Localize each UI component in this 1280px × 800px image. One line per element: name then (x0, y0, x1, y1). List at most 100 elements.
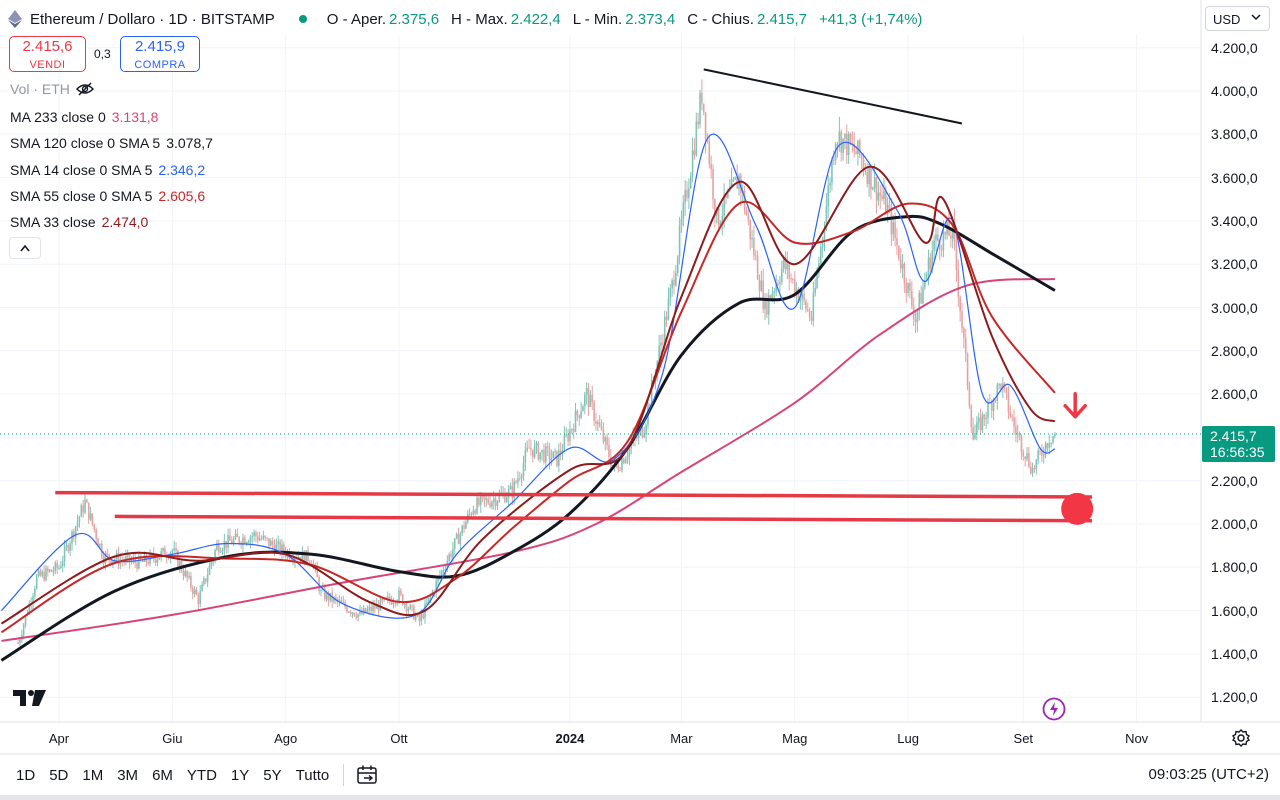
timeframe-button-5y[interactable]: 5Y (263, 766, 282, 784)
candle-body (591, 394, 594, 403)
candle-body (821, 238, 824, 247)
candle-body (556, 450, 558, 466)
calendar-range-icon[interactable] (356, 764, 380, 786)
candle-body (160, 551, 162, 558)
legend-sma-14[interactable]: SMA 14 close 0 SMA 5 2.346,2 (10, 162, 205, 178)
candle-body (348, 611, 350, 613)
bar-countdown: 16:56:35 (1210, 444, 1265, 460)
timeframe-button-1y[interactable]: 1Y (230, 766, 250, 784)
sell-button[interactable]: 2.415,6 VENDI (9, 36, 86, 72)
candle-body (942, 231, 945, 251)
candle-body (184, 570, 187, 576)
eye-off-icon[interactable] (75, 82, 94, 96)
x-tick-label: Mar (670, 731, 693, 746)
legend-sma-120[interactable]: SMA 120 close 0 SMA 5 3.078,7 (10, 135, 213, 151)
market-status-dot[interactable] (298, 15, 307, 23)
legend-sma-33[interactable]: SMA 33 close 2.474,0 (10, 214, 148, 230)
trendline (703, 68, 963, 125)
drawings[interactable] (55, 68, 1094, 525)
timeframe-button-ytd[interactable]: YTD (186, 766, 217, 784)
y-tick-label: 2.200,0 (1211, 472, 1258, 489)
candle-body (476, 497, 478, 514)
candle-body (911, 290, 913, 307)
candle-body (1007, 393, 1010, 413)
candle-body (918, 292, 921, 312)
symbol-title[interactable]: Ethereum / Dollaro · 1D · BITSTAMP (30, 10, 275, 28)
candle-body (353, 612, 356, 616)
candle-body (253, 532, 255, 536)
candle-body (660, 342, 662, 346)
candle-body (727, 190, 729, 198)
ma-line-sma-55 (0, 200, 1056, 634)
x-tick-label: Lug (897, 731, 919, 746)
timeframe-button-1m[interactable]: 1M (82, 766, 104, 784)
candle-body (316, 566, 319, 578)
candle-body (1041, 451, 1043, 456)
candle-body (297, 556, 300, 559)
candle-body (743, 190, 746, 211)
candle-body (190, 575, 192, 588)
candle-body (268, 538, 270, 547)
currency-selector[interactable]: USD (1205, 6, 1270, 31)
tradingview-logo-icon[interactable] (13, 688, 47, 708)
candle-body (39, 570, 42, 576)
volume-legend[interactable]: Vol · ETH (10, 81, 94, 97)
timeframe-button-5d[interactable]: 5D (49, 766, 69, 784)
candle-body (853, 143, 856, 152)
clock[interactable]: 09:03:25 (UTC+2) (1148, 766, 1269, 783)
legend-ma-233[interactable]: MA 233 close 0 3.131,8 (10, 109, 158, 125)
candle-body (511, 486, 514, 499)
candle-body (673, 280, 675, 286)
candle-body (1005, 387, 1008, 394)
timeframe-button-6m[interactable]: 6M (152, 766, 173, 784)
candle-body (468, 513, 471, 515)
candle-body (138, 555, 140, 569)
candle-body (938, 240, 941, 250)
candle-body (219, 551, 222, 553)
buy-button[interactable]: 2.415,9 COMPRA (120, 36, 200, 72)
candle-body (531, 449, 534, 458)
candle-body (56, 562, 58, 569)
timeframe-button-1d[interactable]: 1D (16, 766, 36, 784)
legend-name: SMA 55 close 0 SMA 5 (10, 188, 153, 204)
candle-body (686, 190, 688, 198)
candle-body (762, 280, 764, 310)
candle-body (405, 603, 408, 612)
candle-body (245, 542, 248, 544)
candle-body (914, 319, 917, 322)
gear-icon[interactable] (1231, 728, 1251, 748)
candle-body (1028, 453, 1030, 467)
legend-sma-55[interactable]: SMA 55 close 0 SMA 5 2.605,6 (10, 188, 205, 204)
candle-body (361, 610, 363, 614)
candle-body (792, 278, 794, 280)
candle-body (875, 177, 878, 201)
candle-body (24, 615, 27, 625)
candle-body (481, 496, 484, 498)
candle-body (338, 600, 341, 602)
candle-body (788, 263, 790, 279)
candle-body (723, 193, 725, 216)
candle-body (223, 541, 226, 550)
candle-body (753, 237, 755, 256)
candle-body (97, 538, 99, 546)
candle-body (429, 595, 432, 598)
candle-body (234, 533, 237, 539)
timeframe-button-tutto[interactable]: Tutto (295, 766, 330, 784)
candle-body (73, 531, 75, 538)
candle-body (366, 609, 369, 613)
candle-body (598, 421, 601, 427)
candle-body (377, 604, 380, 611)
timeframe-button-3m[interactable]: 3M (117, 766, 139, 784)
candle-body (95, 529, 97, 539)
candle-body (60, 566, 62, 568)
candle-body (54, 562, 57, 572)
candle-body (227, 535, 229, 548)
candle-body (838, 131, 841, 144)
collapse-legend-button[interactable] (9, 237, 41, 259)
candle-body (323, 588, 326, 600)
candle-body (845, 133, 848, 156)
legend-value: 3.131,8 (111, 109, 159, 125)
candle-body (695, 121, 698, 155)
lightning-icon[interactable] (1042, 697, 1066, 721)
